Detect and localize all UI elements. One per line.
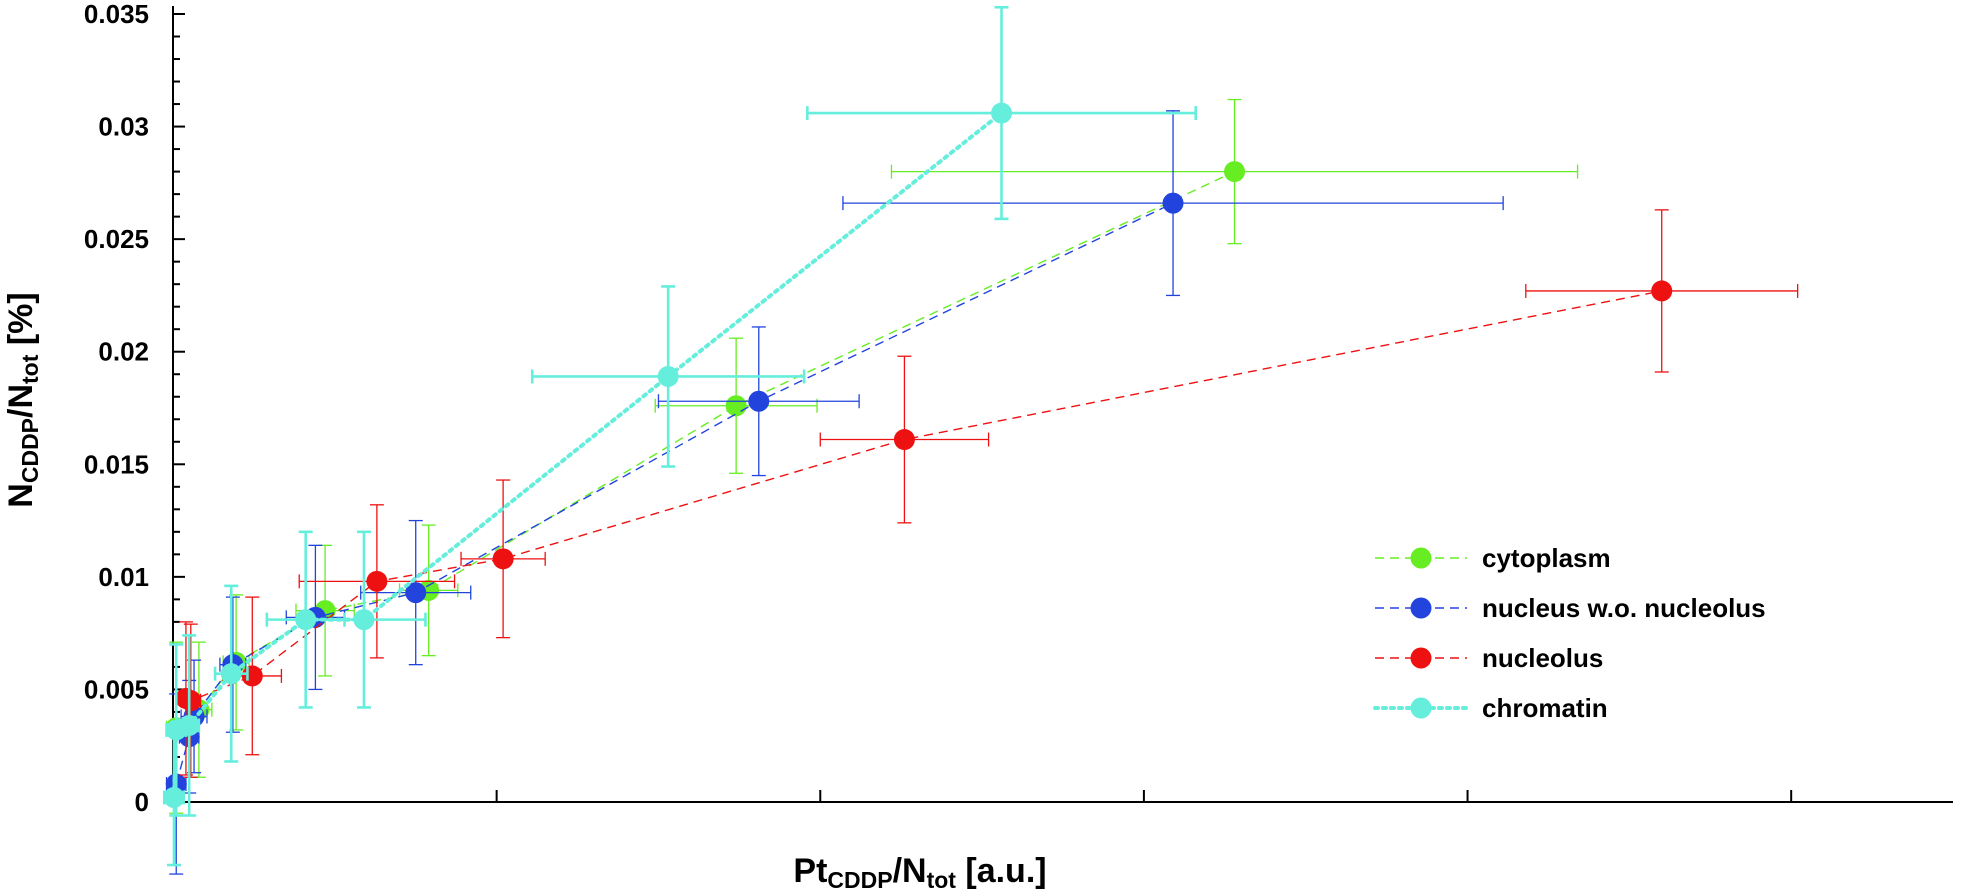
- plot-area: [162, 5, 1799, 875]
- data-point: [366, 570, 388, 592]
- series-nucleus-w-o-nucleolus: [165, 110, 1504, 875]
- y-tick-label: 0: [135, 787, 149, 817]
- series-line: [175, 170, 1235, 729]
- data-point: [748, 390, 770, 412]
- data-point: [180, 690, 202, 712]
- data-point: [725, 395, 747, 417]
- data-point: [1651, 280, 1673, 302]
- data-point: [295, 609, 317, 631]
- data-point: [991, 102, 1013, 124]
- data-point: [241, 665, 263, 687]
- data-point: [405, 582, 427, 604]
- legend-label: chromatin: [1482, 693, 1608, 723]
- legend-item: nucleus w.o. nucleolus: [1375, 593, 1766, 623]
- legend-label: cytoplasm: [1482, 543, 1611, 573]
- legend: cytoplasm nucleus w.o. nucleolus nucleolus…: [1373, 543, 1766, 723]
- x-axis-title: PtCDDP/Ntot [a.u.]: [793, 852, 1046, 892]
- legend-marker: [1410, 697, 1432, 719]
- series-cytoplasm: [165, 98, 1579, 814]
- y-tick-label: 0.005: [84, 674, 149, 704]
- axes: 0 0.005 0.01 0.015 0.02 0.025 0.03 0.035: [84, 0, 1953, 817]
- series-chromatin: [162, 5, 1197, 867]
- data-point: [163, 786, 185, 808]
- y-tick-label: 0.035: [84, 0, 149, 29]
- data-point: [492, 548, 514, 570]
- legend-marker: [1410, 547, 1432, 569]
- data-point: [1162, 192, 1184, 214]
- data-point: [353, 609, 375, 631]
- data-point: [657, 365, 679, 387]
- legend-marker: [1410, 647, 1432, 669]
- data-point: [893, 429, 915, 451]
- y-axis-title: NCDDP/Ntot [%]: [2, 292, 43, 507]
- legend-item: chromatin: [1373, 693, 1608, 723]
- y-tick-label: 0.025: [84, 224, 149, 254]
- legend-item: cytoplasm: [1375, 543, 1611, 573]
- y-tick-label: 0.015: [84, 449, 149, 479]
- series-line: [175, 202, 1174, 785]
- data-point: [1224, 161, 1246, 183]
- series-line: [171, 111, 1004, 800]
- y-tick-label: 0.01: [98, 562, 149, 592]
- series-line: [185, 290, 1662, 702]
- data-point: [220, 663, 242, 685]
- legend-item: nucleolus: [1375, 643, 1603, 673]
- y-tick-label: 0.03: [98, 112, 149, 142]
- y-tick-label: 0.02: [98, 337, 149, 367]
- legend-label: nucleus w.o. nucleolus: [1482, 593, 1766, 623]
- data-point: [178, 714, 200, 736]
- legend-marker: [1410, 597, 1432, 619]
- legend-label: nucleolus: [1482, 643, 1603, 673]
